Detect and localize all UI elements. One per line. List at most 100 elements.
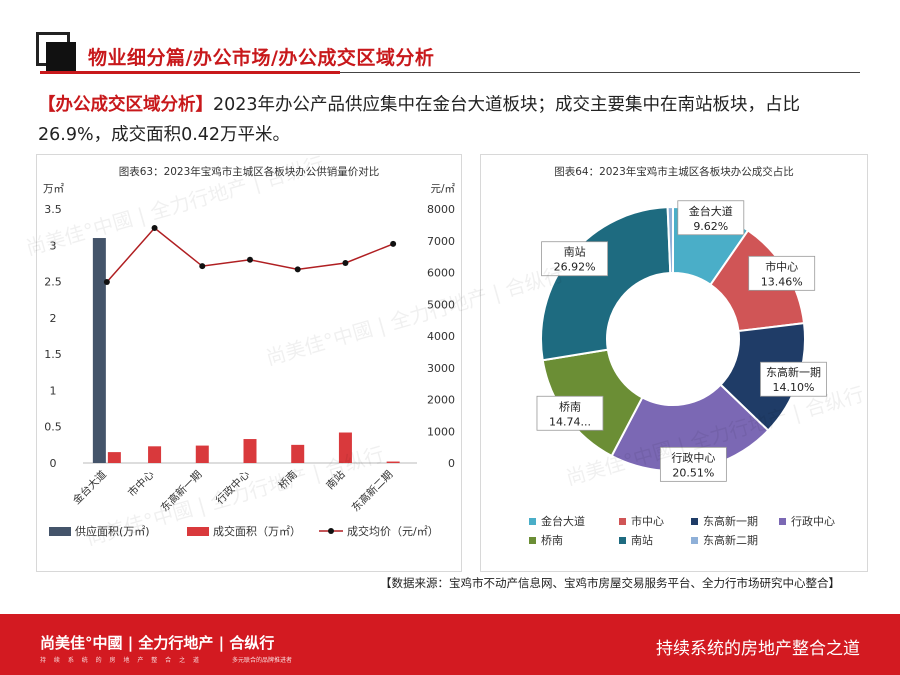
legend-label: 桥南 xyxy=(541,534,563,547)
slice-label-name: 金台大道 xyxy=(689,204,733,218)
x-tick-label: 行政中心 xyxy=(213,468,252,507)
deal-bar xyxy=(195,445,209,463)
footer-tagline-2: 多元联合的品牌推进者 xyxy=(232,657,293,664)
slice-label-group: 金台大道 9.62% xyxy=(677,200,745,236)
slice-label-group: 东高新一期 14.10% xyxy=(760,361,827,397)
price-line xyxy=(106,227,394,283)
y-right-tick-label: 2000 xyxy=(427,394,455,407)
footer-slogan: 持续系统的房地产整合之道 xyxy=(656,639,860,659)
legend-label: 行政中心 xyxy=(791,514,835,528)
footer-bar: 尚美佳°中國 | 全力行地产 | 合纵行 持 续 系 统 的 房 地 产 整 合… xyxy=(0,614,900,675)
chart-64-panel: 图表64：2023年宝鸡市主城区各板块办公成交占比金台大道 9.62% 市中心 13.… xyxy=(480,154,868,572)
y-left-tick-label: 0 xyxy=(50,457,57,470)
summary-text: 【办公成交区域分析】2023年办公产品供应集中在金台大道板块；成交主要集中在南站… xyxy=(38,90,868,150)
deal-bar xyxy=(148,446,162,463)
y-right-tick-label: 6000 xyxy=(427,267,455,280)
price-point xyxy=(199,263,206,270)
donut-slice xyxy=(610,383,770,472)
y-right-tick-label: 0 xyxy=(448,457,455,470)
legend-label: 金台大道 xyxy=(541,514,585,528)
y-right-tick-label: 5000 xyxy=(427,298,455,311)
slice-label-name: 东高新一期 xyxy=(766,365,821,379)
price-point xyxy=(103,279,110,286)
price-point xyxy=(151,225,158,232)
x-tick-label: 金台大道 xyxy=(70,468,109,507)
legend-swatch xyxy=(529,537,536,544)
legend-swatch xyxy=(691,537,698,544)
chart-63-panel: 图表63：2023年宝鸡市主城区各板块办公供销量价对比万㎡ 元/㎡ 0 0.5 1 1.5… xyxy=(36,154,462,572)
slice-label-value: 20.51% xyxy=(672,466,714,479)
slice-label-group: 南站 26.92% xyxy=(541,241,608,277)
price-point xyxy=(390,240,397,247)
deal-bar xyxy=(338,432,352,463)
x-tick-label: 东高新二期 xyxy=(349,468,395,514)
deal-bar xyxy=(243,439,257,463)
donut-slice xyxy=(666,205,674,275)
footer-tagline: 持 续 系 统 的 房 地 产 整 合 之 道 xyxy=(40,657,202,664)
title-divider xyxy=(40,71,860,74)
slice-label-name: 市中心 xyxy=(765,259,798,273)
slice-label-name: 南站 xyxy=(564,245,586,259)
y-left-tick-label: 3 xyxy=(50,239,57,252)
y-left-tick-label: 1.5 xyxy=(44,348,62,361)
slice-label-group: 行政中心 20.51% xyxy=(659,446,727,482)
slice-label-box xyxy=(541,241,608,277)
slice-label-value: 14.74... xyxy=(549,415,591,428)
price-point xyxy=(294,266,301,273)
legend-swatch xyxy=(619,518,626,525)
legend-price-label: 成交均价（元/㎡） xyxy=(347,524,439,538)
chart-title: 图表63：2023年宝鸡市主城区各板块办公供销量价对比 xyxy=(119,165,380,178)
deal-bar xyxy=(386,461,400,463)
legend-deal-label: 成交面积（万㎡） xyxy=(213,524,301,538)
y-left-tick-label: 1 xyxy=(50,384,57,397)
legend-swatch xyxy=(619,537,626,544)
footer-brand: 尚美佳°中國 | 全力行地产 | 合纵行 xyxy=(40,634,275,652)
legend-label: 东高新一期 xyxy=(703,514,758,528)
deal-bar xyxy=(107,452,121,463)
x-tick-label: 南站 xyxy=(324,468,348,492)
y-right-tick-label: 7000 xyxy=(427,235,455,248)
slice-label-box xyxy=(748,255,816,291)
price-point xyxy=(342,259,349,266)
chart-title: 图表64：2023年宝鸡市主城区各板块办公成交占比 xyxy=(554,165,794,178)
y-left-tick-label: 2 xyxy=(50,312,57,325)
slice-label-value: 9.62% xyxy=(693,220,728,233)
slice-label-group: 市中心 13.46% xyxy=(748,255,816,291)
slice-label-name: 行政中心 xyxy=(671,450,715,464)
y-right-tick-label: 3000 xyxy=(427,362,455,375)
y-left-tick-label: 0.5 xyxy=(44,421,62,434)
deal-bar xyxy=(291,444,305,463)
price-point xyxy=(247,256,253,263)
y-left-tick-label: 2.5 xyxy=(44,276,62,289)
y-left-unit-label: 万㎡ xyxy=(43,183,64,195)
legend-price-marker xyxy=(328,528,334,534)
legend-swatch xyxy=(691,518,698,525)
slice-label-value: 13.46% xyxy=(761,275,803,288)
x-tick-label: 桥南 xyxy=(276,468,300,492)
legend-swatch xyxy=(779,518,786,525)
slice-label-box xyxy=(760,361,827,397)
x-tick-label: 东高新一期 xyxy=(158,468,204,514)
slice-label-box xyxy=(659,446,727,482)
legend-supply-label: 供应面积(万㎡) xyxy=(75,524,150,538)
y-right-tick-label: 4000 xyxy=(427,330,455,343)
slice-label-group: 桥南 14.74... xyxy=(536,395,604,431)
y-right-unit-label: 元/㎡ xyxy=(430,183,455,195)
x-tick-label: 市中心 xyxy=(125,468,157,500)
slice-label-box xyxy=(677,200,745,236)
y-right-tick-label: 1000 xyxy=(427,425,455,438)
title-square-icon xyxy=(36,32,78,74)
slice-label-value: 14.10% xyxy=(772,381,814,394)
slice-label-name: 桥南 xyxy=(559,400,581,413)
donut-slice xyxy=(540,206,672,362)
summary-body: 2023年办公产品供应集中在金台大道板块；成交主要集中在南站板块，占比26.9%… xyxy=(38,95,801,145)
y-left-tick-label: 3.5 xyxy=(44,203,62,216)
data-source-note: 【数据来源：宝鸡市不动产信息网、宝鸡市房屋交易服务平台、全力行市场研究中心整合】 xyxy=(380,576,840,590)
slice-label-box xyxy=(536,395,604,431)
slice-label-value: 26.92% xyxy=(554,261,596,274)
summary-tag: 【办公成交区域分析】 xyxy=(38,95,213,115)
legend-supply-swatch xyxy=(49,527,71,536)
legend-deal-swatch xyxy=(187,527,209,536)
